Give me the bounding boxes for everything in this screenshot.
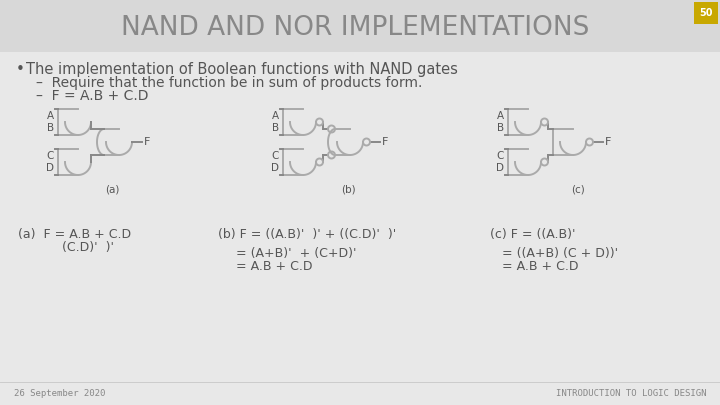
Text: (C.D)'  )': (C.D)' )' [30, 241, 114, 254]
Text: = ((A+B) (C + D))': = ((A+B) (C + D))' [502, 247, 618, 260]
Text: C: C [271, 151, 279, 161]
Text: = (A+B)'  + (C+D)': = (A+B)' + (C+D)' [236, 247, 356, 260]
Text: (b) F = ((A.B)'  )' + ((C.D)'  )': (b) F = ((A.B)' )' + ((C.D)' )' [218, 228, 396, 241]
Text: D: D [46, 163, 54, 173]
FancyBboxPatch shape [694, 2, 718, 24]
Text: C: C [47, 151, 54, 161]
Text: = A.B + C.D: = A.B + C.D [502, 260, 578, 273]
Text: A: A [272, 111, 279, 121]
Text: NAND AND NOR IMPLEMENTATIONS: NAND AND NOR IMPLEMENTATIONS [121, 15, 589, 41]
Text: B: B [497, 123, 504, 133]
Text: F: F [382, 137, 388, 147]
Text: –  Require that the function be in sum of products form.: – Require that the function be in sum of… [36, 76, 423, 90]
Text: –  F = A.B + C.D: – F = A.B + C.D [36, 89, 148, 103]
Text: F: F [605, 137, 611, 147]
Text: = A.B + C.D: = A.B + C.D [236, 260, 312, 273]
Text: •: • [16, 62, 25, 77]
Text: (a): (a) [105, 184, 120, 194]
Text: D: D [496, 163, 504, 173]
Text: The implementation of Boolean functions with NAND gates: The implementation of Boolean functions … [26, 62, 458, 77]
Text: (c) F = ((A.B)': (c) F = ((A.B)' [490, 228, 575, 241]
Text: (a)  F = A.B + C.D: (a) F = A.B + C.D [18, 228, 131, 241]
Text: C: C [497, 151, 504, 161]
Text: B: B [272, 123, 279, 133]
Text: D: D [271, 163, 279, 173]
Text: 26 September 2020: 26 September 2020 [14, 388, 105, 397]
Text: (c): (c) [571, 184, 585, 194]
Text: 50: 50 [699, 8, 713, 18]
Text: A: A [497, 111, 504, 121]
Text: INTRODUCTION TO LOGIC DESIGN: INTRODUCTION TO LOGIC DESIGN [556, 388, 706, 397]
FancyBboxPatch shape [0, 0, 720, 52]
Text: F: F [144, 137, 150, 147]
Text: (b): (b) [341, 184, 355, 194]
Text: A: A [47, 111, 54, 121]
Text: B: B [47, 123, 54, 133]
